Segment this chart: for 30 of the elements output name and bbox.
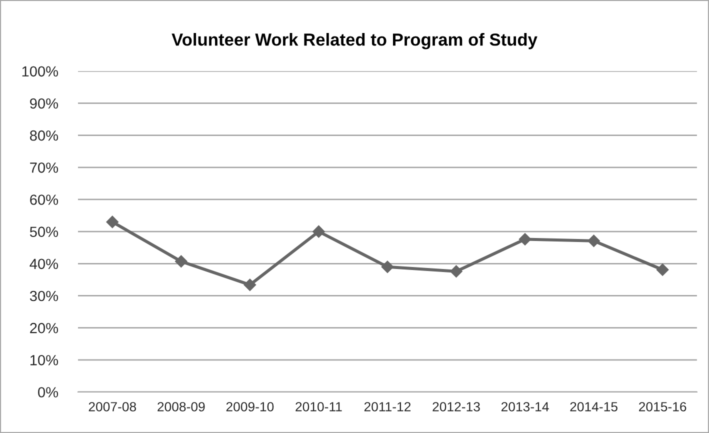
- x-tick-label: 2010-11: [296, 402, 342, 412]
- point: [244, 278, 256, 291]
- y-tick-label: 30%: [30, 290, 58, 302]
- point: [588, 234, 600, 247]
- x-tick-label: 2007-08: [88, 402, 136, 412]
- x-tick-label: 2012-13: [432, 402, 480, 412]
- y-tick-label: 40%: [30, 258, 58, 270]
- y-tick-label: 60%: [30, 194, 58, 205]
- y-tick-label: 50%: [30, 226, 58, 237]
- y-tick-label: 80%: [30, 130, 58, 141]
- y-tick-label: 90%: [30, 98, 58, 109]
- x-tick-label: 2013-14: [501, 402, 549, 412]
- point: [106, 216, 118, 228]
- point: [381, 260, 394, 273]
- x-tick-label: 2014-15: [570, 402, 618, 412]
- y-tick-label: 10%: [30, 355, 58, 366]
- chart-title: Volunteer Work Related to Program of Study: [172, 33, 538, 50]
- point: [450, 265, 462, 278]
- point: [175, 255, 188, 268]
- y-tick-label: 100%: [22, 66, 58, 77]
- x-tick-label: 2008-09: [158, 402, 205, 412]
- y-tick-label: 70%: [30, 162, 58, 173]
- point: [518, 233, 532, 246]
- y-tick-label: 0%: [38, 387, 58, 398]
- x-tick-label: 2009-10: [226, 402, 274, 412]
- x-tick-label: 2011-12: [364, 402, 411, 412]
- x-tick-label: 2015-16: [639, 402, 686, 412]
- point: [656, 264, 669, 276]
- point: [312, 225, 325, 238]
- y-tick-label: 20%: [30, 322, 58, 334]
